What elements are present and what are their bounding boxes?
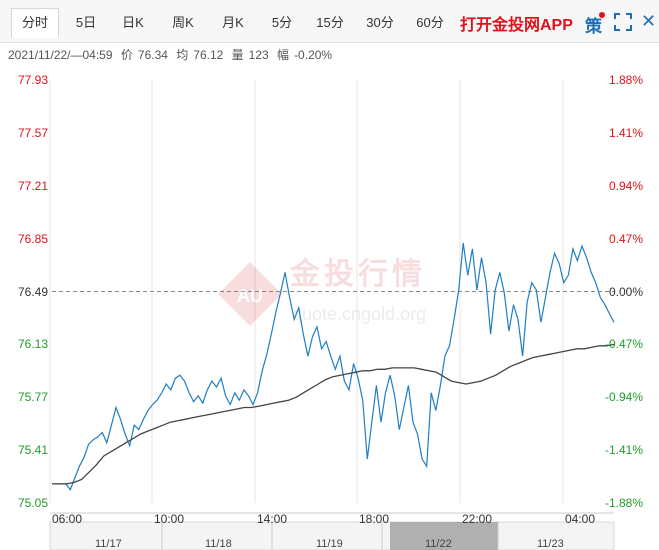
change-label: 幅 (277, 48, 290, 62)
tab-monthly-k[interactable]: 月K (222, 15, 244, 30)
chart-grid (49, 80, 614, 514)
percent-tick-label: -1.88% (604, 496, 643, 510)
tab-intraday[interactable]: 分时 (11, 8, 59, 38)
watermark-subtext: quote.cngold.org (292, 304, 426, 324)
price-value: 76.34 (137, 48, 168, 62)
chart-lines (52, 242, 615, 492)
change-value: -0.20% (294, 48, 333, 62)
percent-tick-label: -0.47% (604, 337, 643, 352)
price-tick-label: 75.41 (18, 443, 49, 458)
percent-tick-label: 0.94% (608, 178, 643, 193)
navigator-date: 11/22 (425, 538, 452, 550)
tab-5min[interactable]: 5分 (271, 15, 293, 30)
percent-tick-label: 1.41% (608, 125, 643, 140)
navigator-track (49, 521, 615, 550)
price-label: 价 (120, 48, 133, 62)
time-navigator (49, 521, 615, 550)
price-tick-label: 77.21 (18, 178, 49, 193)
price-tick-label: 75.05 (18, 496, 49, 510)
navigator-date: 11/17 (95, 538, 122, 550)
navigator-date: 11/23 (537, 538, 564, 550)
notification-dot (599, 12, 605, 18)
percent-tick-label: 0.47% (608, 231, 643, 246)
chart-tab-bar: 分时 5日 日K 周K 月K 5分 15分 30分 60分 打开金投网APP 策… (0, 0, 659, 43)
price-tick-label: 77.93 (18, 73, 49, 87)
strategy-icon[interactable]: 策 (585, 17, 602, 36)
price-tick-label: 76.13 (18, 337, 49, 352)
percent-tick-label: -0.94% (604, 390, 643, 405)
navigator-date: 11/19 (316, 538, 343, 550)
time-tick-label: 22:00 (462, 512, 493, 526)
avg-label: 均 (176, 48, 189, 62)
time-tick-label: 04:00 (565, 512, 596, 526)
fullscreen-icon[interactable] (614, 13, 632, 31)
watermark-logo-text: AU (237, 286, 263, 306)
close-icon[interactable]: ✕ (641, 11, 657, 31)
volume-value: 123 (248, 48, 269, 62)
tab-15min[interactable]: 15分 (316, 15, 344, 30)
time-tick-label: 10:00 (154, 512, 185, 526)
tab-60min[interactable]: 60分 (416, 15, 444, 30)
open-app-link[interactable]: 打开金投网APP (460, 17, 573, 34)
tab-30min[interactable]: 30分 (366, 15, 394, 30)
price-tick-label: 75.77 (18, 390, 49, 405)
time-tick-label: 06:00 (52, 512, 83, 526)
price-tick-label: 76.49 (18, 284, 49, 299)
watermark: AU 金投行情 quote.cngold.org (218, 257, 426, 326)
watermark-logo-icon (218, 262, 282, 326)
volume-label: 量 (231, 48, 244, 62)
price-tick-label: 76.85 (18, 231, 49, 246)
percent-tick-label: 1.88% (608, 73, 643, 87)
tab-weekly-k[interactable]: 周K (172, 15, 194, 30)
navigator-selection-handle (390, 522, 498, 550)
time-tick-label: 18:00 (359, 512, 390, 526)
tab-daily-k[interactable]: 日K (122, 15, 144, 30)
percent-tick-label: -1.41% (604, 443, 643, 458)
price-line (52, 242, 615, 492)
percent-tick-label: 0.00% (608, 284, 643, 299)
quote-info-bar: 2021/11/22/—04:59 价 76.34 均 76.12 量 123 幅 -0… (8, 46, 337, 63)
time-tick-label: 14:00 (257, 512, 288, 526)
navigator-date: 11/18 (205, 538, 232, 550)
watermark-text: 金投行情 (289, 257, 426, 292)
avg-value: 76.12 (193, 48, 224, 62)
quote-datetime: 2021/11/22/—04:59 (8, 48, 113, 62)
average-line (52, 343, 615, 485)
tab-5day[interactable]: 5日 (75, 15, 97, 30)
price-tick-label: 77.57 (18, 125, 49, 140)
